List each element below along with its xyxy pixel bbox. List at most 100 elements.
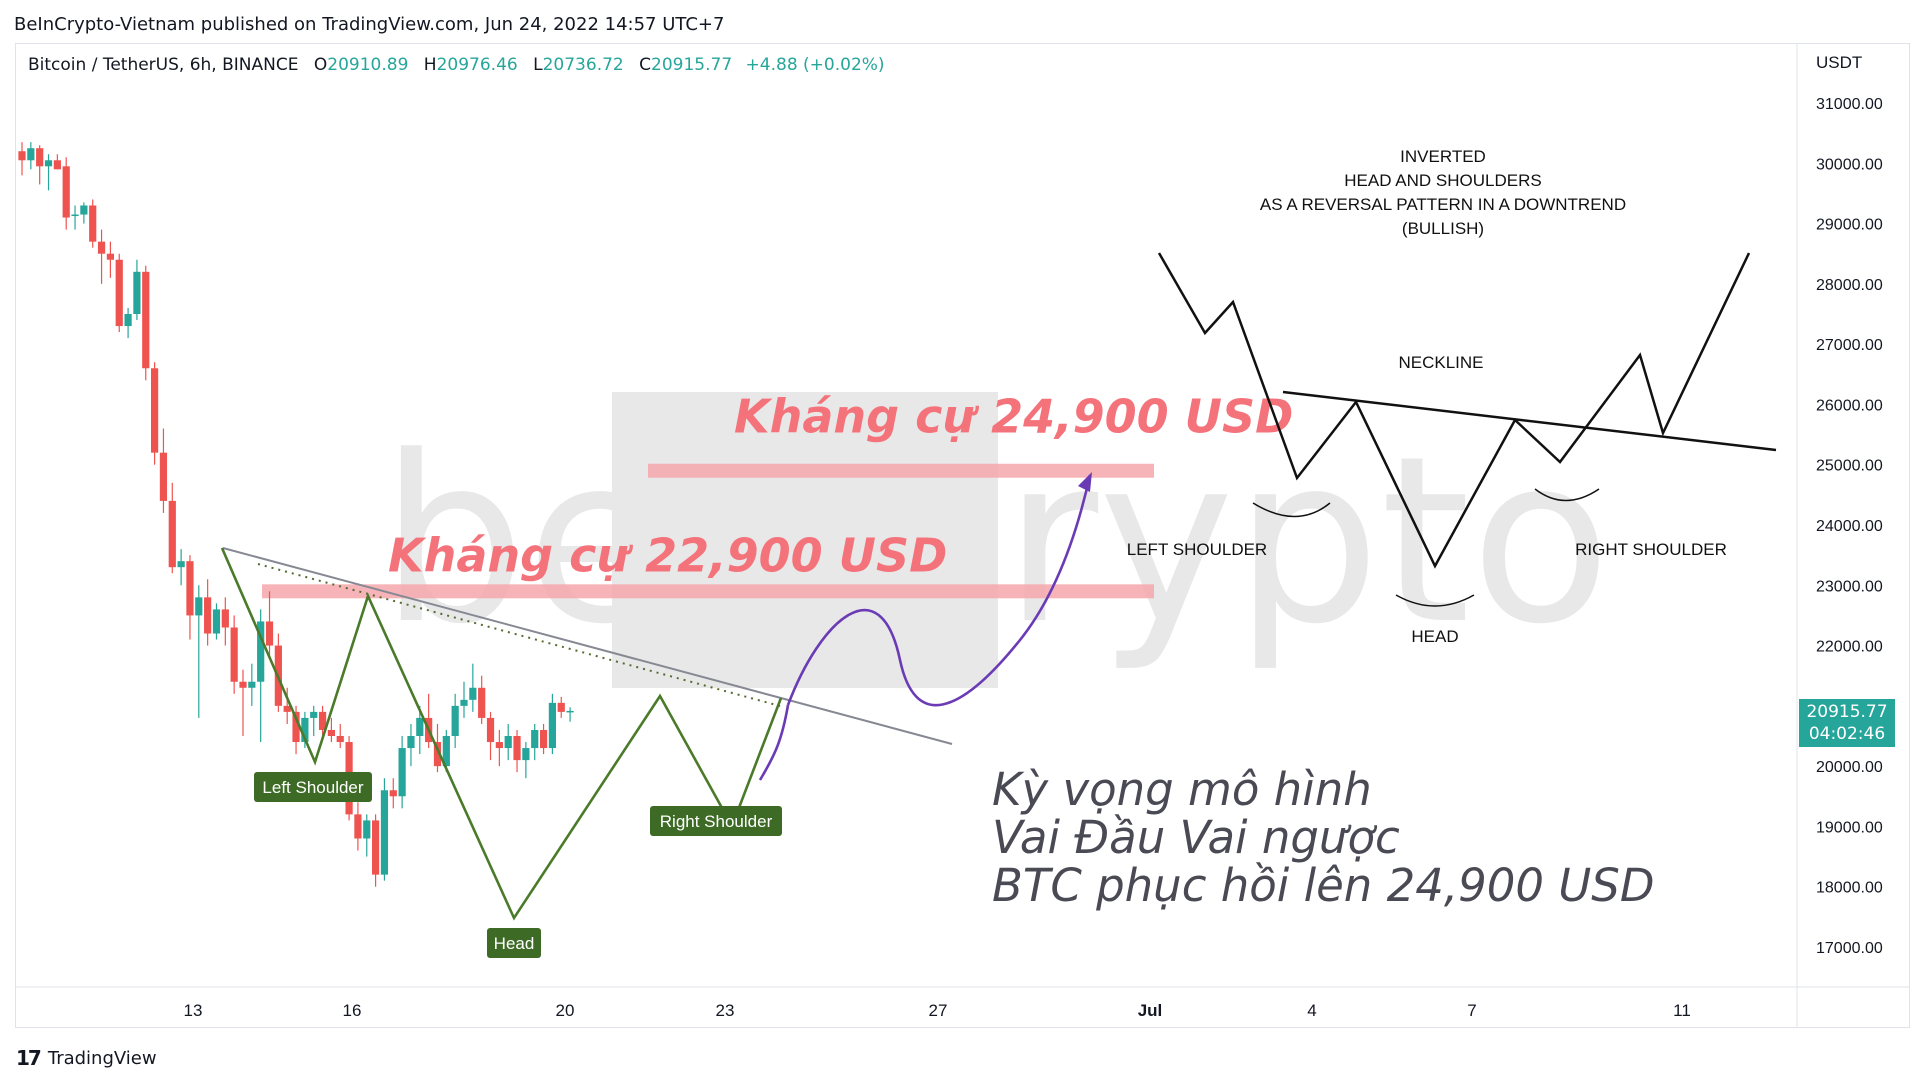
candle-body xyxy=(283,705,291,712)
diagram-neckline xyxy=(1282,390,1777,452)
candle-body xyxy=(97,241,106,254)
pattern-label-box xyxy=(254,772,372,802)
candle-body xyxy=(44,160,53,167)
tradingview-logo[interactable]: 17 TradingView xyxy=(16,1046,157,1070)
legend-high-label: H xyxy=(423,55,437,75)
x-tick-label: 7 xyxy=(1467,1001,1476,1020)
candle-body xyxy=(257,621,265,682)
chart-legend: Bitcoin / TetherUS, 6h, BINANCE O20910.8… xyxy=(28,55,885,75)
candle-body xyxy=(407,736,415,749)
candle-body xyxy=(372,820,380,875)
candle-body xyxy=(248,681,256,688)
y-tick-label: 31000.00 xyxy=(1816,96,1883,113)
candle-body xyxy=(133,271,141,314)
candle-body xyxy=(478,687,486,718)
y-tick-label: 30000.00 xyxy=(1816,156,1883,173)
x-tick-label: 27 xyxy=(929,1001,948,1020)
x-tick-label: 11 xyxy=(1673,1001,1691,1020)
pattern-label: Left Shoulder xyxy=(262,778,363,797)
legend-low-label: L xyxy=(533,55,543,75)
resistance-band xyxy=(262,584,1154,599)
y-tick-label: 17000.00 xyxy=(1816,940,1883,957)
candle-body xyxy=(416,717,424,736)
legend-high-value: 20976.46 xyxy=(436,55,518,75)
candle-body xyxy=(71,214,79,217)
candle-body xyxy=(142,271,150,369)
candle-body xyxy=(301,717,309,743)
diagram-title-line: (BULLISH) xyxy=(1402,219,1484,238)
candle-body xyxy=(124,314,132,327)
candle-body xyxy=(522,748,530,761)
candle-body xyxy=(212,609,221,634)
diagram-label: LEFT SHOULDER xyxy=(1127,540,1267,559)
diagram-title-line: AS A REVERSAL PATTERN IN A DOWNTREND xyxy=(1260,195,1626,214)
candle-body xyxy=(539,729,548,749)
diagram-left-bracket xyxy=(1252,502,1331,518)
chart-frame[interactable] xyxy=(15,43,1910,1028)
y-tick-label: 24000.00 xyxy=(1816,518,1883,535)
candle-body xyxy=(195,597,203,616)
y-tick-label: 19000.00 xyxy=(1816,819,1883,836)
y-tick-label: 27000.00 xyxy=(1816,337,1883,354)
candle-body xyxy=(433,742,442,767)
candle-body xyxy=(380,790,389,875)
legend-change: +4.88 (+0.02%) xyxy=(745,55,885,75)
y-tick-label: 22000.00 xyxy=(1816,639,1883,656)
forecast-path xyxy=(786,474,1092,707)
candle-body xyxy=(53,160,61,170)
diagram-title-line: INVERTED xyxy=(1400,147,1486,166)
publisher-line: BeInCrypto-Vietnam published on TradingV… xyxy=(14,14,725,35)
diagram-label: HEAD xyxy=(1411,627,1458,646)
candle-body xyxy=(239,681,247,688)
diagram-label: NECKLINE xyxy=(1398,353,1483,372)
forecast-text-line: BTC phục hồi lên 24,900 USD xyxy=(992,859,1655,912)
y-tick-label: 29000.00 xyxy=(1816,217,1883,234)
candle-body xyxy=(62,166,70,218)
candle-body xyxy=(354,814,362,839)
watermark-text: beincrypto xyxy=(380,408,1611,675)
candle-body xyxy=(363,820,371,839)
resistance-label: Kháng cự 22,900 USD xyxy=(388,528,947,582)
candle-body xyxy=(336,736,344,743)
x-tick-label: Jul xyxy=(1138,1001,1163,1020)
resistance-label: Kháng cự 24,900 USD xyxy=(734,390,1293,444)
x-tick-label: 23 xyxy=(716,1001,735,1020)
candle-body xyxy=(451,705,459,736)
watermark-box xyxy=(612,392,998,688)
candle-body xyxy=(513,736,521,761)
candle-body xyxy=(442,736,450,767)
y-tick-label: 20000.00 xyxy=(1816,759,1883,776)
diagram-right-bracket xyxy=(1534,488,1600,502)
candle-body xyxy=(18,151,26,161)
tradingview-brand: TradingView xyxy=(47,1047,157,1069)
candle-body xyxy=(531,729,539,749)
candle-body xyxy=(230,627,238,682)
candle-body xyxy=(80,205,88,215)
candle-body xyxy=(460,699,468,706)
candle-body xyxy=(548,702,556,749)
pattern-label: Right Shoulder xyxy=(660,812,773,831)
x-tick-label: 20 xyxy=(556,1001,575,1020)
candle-body xyxy=(327,729,335,736)
candle-body xyxy=(221,609,229,628)
diagram-label: RIGHT SHOULDER xyxy=(1575,540,1727,559)
tradingview-icon: 17 xyxy=(16,1046,42,1070)
candle-body xyxy=(115,259,123,327)
candle-body xyxy=(566,710,574,713)
candle-body xyxy=(495,742,503,749)
candle-body xyxy=(292,711,300,743)
neckline-trendline xyxy=(222,547,953,745)
resistance-band xyxy=(648,463,1154,478)
diagram-title-line: HEAD AND SHOULDERS xyxy=(1344,171,1541,190)
y-tick-label: 25000.00 xyxy=(1816,458,1883,475)
diagram-price-path xyxy=(1157,252,1751,569)
legend-symbol: Bitcoin / TetherUS, 6h, BINANCE xyxy=(28,55,299,75)
candle-body xyxy=(204,597,212,634)
candle-body xyxy=(265,621,274,646)
legend-open-label: O xyxy=(313,55,328,75)
candle-body xyxy=(106,253,114,260)
forecast-path-start xyxy=(758,704,790,781)
candle-body xyxy=(151,368,159,453)
candle-body xyxy=(389,790,397,797)
